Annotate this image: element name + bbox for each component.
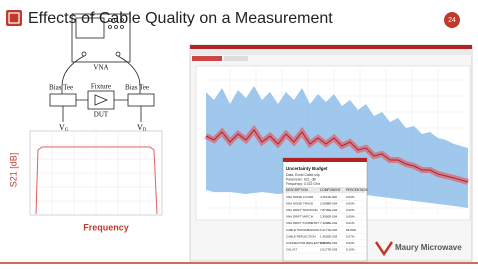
budget-title: Uncertainty Budget — [286, 166, 328, 171]
page-number: 24 — [448, 17, 456, 24]
table-cell: 7.8730E-004 — [320, 208, 338, 212]
table-cell: 0.02% — [346, 208, 355, 212]
logo-mark — [374, 241, 394, 257]
table-cell: CONNECTOR REFLECTION — [286, 241, 325, 245]
diagram — [49, 13, 155, 122]
left-chart — [29, 130, 163, 216]
table-cell: 2.0998E-004 — [320, 201, 338, 205]
bias-tee-label: Bias Tee — [125, 84, 149, 92]
table-cell: CABLE REFLECTION — [286, 234, 316, 238]
table-cell: 3.1988E-004 — [320, 241, 338, 245]
budget-info: Data: Excel-Cable.s4p — [286, 173, 320, 177]
table-cell: 6.4177E-002 — [320, 228, 338, 232]
table-cell: 7.4268E-004 — [320, 221, 338, 225]
y-axis-label: S21 [dB] — [8, 153, 18, 188]
table-cell: VNA DRIFT SYMMETRY — [286, 221, 319, 225]
table-cell: 99.80% — [346, 228, 357, 232]
vg-label: VG — [59, 123, 69, 133]
dut-label: DUT — [94, 111, 109, 119]
budget-info: Frequency: 3.022 GHz — [286, 182, 320, 186]
page-badge — [444, 12, 460, 28]
column-header: DESCRIPTION — [286, 188, 308, 192]
column-header: PERCENTAGE — [346, 188, 368, 192]
slide-title: Effects of Cable Quality on a Measuremen… — [28, 10, 333, 27]
fixture-label: Fixture — [91, 83, 111, 91]
table-cell: 0.01% — [346, 221, 355, 225]
table-cell: 2.0177E-003 — [320, 248, 338, 252]
x-axis-label: Frequency — [83, 222, 129, 232]
table-cell: 4.4511E-006 — [320, 195, 337, 199]
vd-label: VD — [137, 123, 147, 133]
bias-tee-label: Bias Tee — [49, 84, 73, 92]
title-icon — [6, 10, 22, 26]
table-cell: 0.10% — [346, 248, 355, 252]
table-cell: 0.07% — [346, 234, 355, 238]
table-cell: 0.00% — [346, 201, 355, 205]
table-cell: VNA DRIFT MATCH — [286, 215, 313, 219]
table-cell: 0.02% — [346, 241, 355, 245]
logo-text: Maury Microwave — [395, 243, 462, 252]
table-cell: CABLE TRANSMISSION — [286, 228, 319, 232]
table-cell: 0.00% — [346, 195, 355, 199]
table-cell: VNA DRIFT TRACKING — [286, 208, 319, 212]
table-cell: VNA NOISE FLOOR — [286, 195, 314, 199]
table-cell: CAL KIT — [286, 248, 297, 252]
column-header: COMPONENT — [320, 188, 341, 192]
table-cell: VNA NOISE TRACE — [286, 201, 313, 205]
table-cell: 0.00% — [346, 215, 355, 219]
table-cell: 2.3950E-004 — [320, 215, 338, 219]
table-cell: 1.4520E-003 — [320, 234, 338, 238]
uncertainty-budget: Uncertainty Budget Data: Excel-Cable.s4p… — [282, 157, 368, 262]
vna-label: VNA — [93, 64, 108, 72]
budget-info: Parameter: S21_dB — [286, 177, 317, 181]
table-header — [285, 187, 365, 193]
